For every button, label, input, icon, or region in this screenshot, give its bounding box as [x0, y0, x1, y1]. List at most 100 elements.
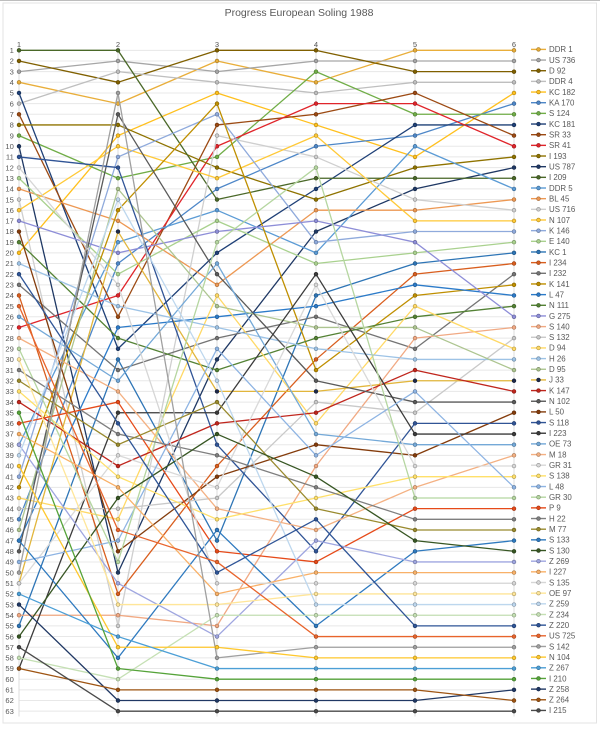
svg-text:17: 17: [5, 217, 13, 226]
svg-text:Z 234: Z 234: [549, 610, 570, 619]
svg-text:D 95: D 95: [549, 365, 566, 374]
svg-text:10: 10: [5, 142, 13, 151]
svg-text:59: 59: [5, 664, 13, 673]
svg-text:S 118: S 118: [549, 418, 570, 427]
svg-text:L 48: L 48: [549, 482, 565, 491]
svg-text:H 26: H 26: [549, 354, 566, 363]
svg-text:38: 38: [5, 440, 13, 449]
svg-text:1: 1: [10, 46, 14, 55]
svg-text:31: 31: [5, 366, 13, 375]
svg-text:I 209: I 209: [549, 173, 567, 182]
svg-text:48: 48: [5, 547, 13, 556]
svg-text:8: 8: [10, 121, 14, 130]
svg-text:Progress European Soling 1988: Progress European Soling 1988: [225, 7, 374, 19]
svg-text:M 18: M 18: [549, 450, 567, 459]
svg-text:55: 55: [5, 622, 13, 631]
svg-text:OE 97: OE 97: [549, 589, 571, 598]
svg-text:58: 58: [5, 654, 13, 663]
svg-text:D 92: D 92: [549, 67, 566, 76]
svg-text:BL 45: BL 45: [549, 194, 570, 203]
svg-text:62: 62: [5, 696, 13, 705]
svg-text:I 232: I 232: [549, 269, 567, 278]
svg-text:Z 269: Z 269: [549, 557, 570, 566]
svg-text:33: 33: [5, 387, 13, 396]
svg-text:US 716: US 716: [549, 205, 576, 214]
svg-text:S 133: S 133: [549, 536, 570, 545]
svg-text:7: 7: [10, 110, 14, 119]
svg-text:27: 27: [5, 323, 13, 332]
svg-text:L 47: L 47: [549, 290, 564, 299]
svg-text:56: 56: [5, 632, 13, 641]
svg-text:S 142: S 142: [549, 642, 570, 651]
svg-text:21: 21: [5, 259, 13, 268]
svg-text:36: 36: [5, 419, 13, 428]
svg-text:9: 9: [10, 131, 14, 140]
svg-text:N 104: N 104: [549, 653, 571, 662]
svg-text:60: 60: [5, 675, 13, 684]
svg-text:SR 41: SR 41: [549, 141, 571, 150]
svg-text:53: 53: [5, 600, 13, 609]
svg-text:G 275: G 275: [549, 312, 571, 321]
svg-text:5: 5: [10, 89, 14, 98]
svg-text:S 140: S 140: [549, 322, 570, 331]
svg-text:Z 259: Z 259: [549, 600, 570, 609]
svg-text:15: 15: [5, 195, 13, 204]
svg-text:43: 43: [5, 494, 13, 503]
svg-text:2: 2: [116, 40, 120, 49]
svg-text:SR 33: SR 33: [549, 131, 572, 140]
svg-text:5: 5: [413, 40, 417, 49]
svg-text:14: 14: [5, 185, 13, 194]
svg-text:37: 37: [5, 430, 13, 439]
svg-text:M 77: M 77: [549, 525, 567, 534]
svg-text:46: 46: [5, 526, 13, 535]
svg-text:4: 4: [10, 78, 14, 87]
svg-text:54: 54: [5, 611, 13, 620]
svg-text:6: 6: [512, 40, 516, 49]
svg-text:2: 2: [10, 57, 14, 66]
svg-text:49: 49: [5, 558, 13, 567]
svg-text:DDR 5: DDR 5: [549, 184, 573, 193]
svg-text:Z 264: Z 264: [549, 696, 570, 705]
svg-text:K 146: K 146: [549, 226, 570, 235]
svg-text:KC 1: KC 1: [549, 248, 567, 257]
svg-text:I 234: I 234: [549, 258, 567, 267]
svg-text:34: 34: [5, 398, 13, 407]
svg-text:US 736: US 736: [549, 56, 576, 65]
svg-text:47: 47: [5, 536, 13, 545]
svg-text:13: 13: [5, 174, 13, 183]
svg-text:D 94: D 94: [549, 344, 566, 353]
svg-text:20: 20: [5, 249, 13, 258]
svg-text:3: 3: [215, 40, 219, 49]
svg-text:28: 28: [5, 334, 13, 343]
svg-text:H 22: H 22: [549, 514, 566, 523]
svg-text:GR 30: GR 30: [549, 493, 572, 502]
svg-text:N 102: N 102: [549, 397, 570, 406]
svg-text:16: 16: [5, 206, 13, 215]
svg-text:KA 170: KA 170: [549, 99, 575, 108]
svg-text:S 124: S 124: [549, 109, 570, 118]
svg-text:23: 23: [5, 281, 13, 290]
svg-text:N 111: N 111: [549, 301, 569, 310]
svg-text:DDR 1: DDR 1: [549, 45, 573, 54]
svg-text:S 130: S 130: [549, 546, 570, 555]
svg-text:42: 42: [5, 483, 13, 492]
svg-text:Z 220: Z 220: [549, 621, 570, 630]
svg-text:44: 44: [5, 504, 13, 513]
svg-text:DDR 4: DDR 4: [549, 77, 573, 86]
svg-text:KC 182: KC 182: [549, 88, 575, 97]
svg-text:I 193: I 193: [549, 152, 567, 161]
svg-text:61: 61: [5, 686, 13, 695]
svg-text:26: 26: [5, 313, 13, 322]
svg-text:K 141: K 141: [549, 280, 570, 289]
svg-text:S 135: S 135: [549, 578, 570, 587]
svg-text:35: 35: [5, 408, 13, 417]
svg-text:GR 31: GR 31: [549, 461, 572, 470]
svg-text:19: 19: [5, 238, 13, 247]
svg-text:39: 39: [5, 451, 13, 460]
svg-text:KC 181: KC 181: [549, 120, 575, 129]
svg-text:32: 32: [5, 376, 13, 385]
svg-text:I 223: I 223: [549, 429, 567, 438]
svg-text:6: 6: [10, 99, 14, 108]
svg-text:J 33: J 33: [549, 376, 565, 385]
svg-text:41: 41: [5, 472, 13, 481]
